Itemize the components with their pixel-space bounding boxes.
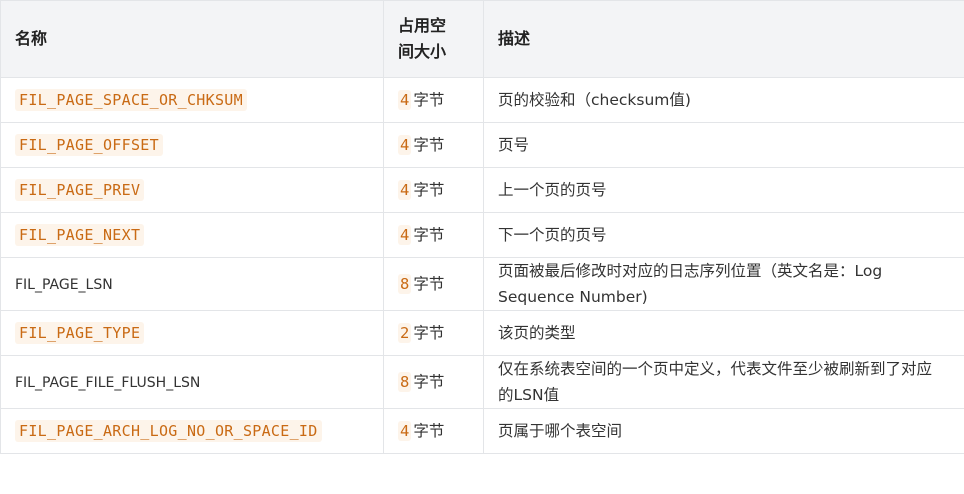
size-value: 4: [398, 180, 412, 200]
description: 仅在系统表空间的一个页中定义，代表文件至少被刷新到了对应的LSN值: [498, 360, 933, 404]
description: 页号: [498, 136, 530, 154]
description: 页属于哪个表空间: [498, 422, 623, 440]
desc-cell: 下一个页的页号: [483, 212, 964, 258]
table-row: FIL_PAGE_ARCH_LOG_NO_OR_SPACE_ID 4 字节 页属于哪个…: [0, 408, 964, 454]
size-cell: 4 字节: [383, 167, 484, 213]
field-name: FIL_PAGE_FILE_FLUSH_LSN: [15, 374, 201, 391]
size-value: 2: [398, 323, 412, 343]
field-name: FIL_PAGE_ARCH_LOG_NO_OR_SPACE_ID: [15, 420, 322, 442]
size-cell: 4 字节: [383, 122, 484, 168]
size-cell: 8 字节: [383, 257, 484, 311]
description: 页的校验和（checksum值): [498, 91, 691, 109]
description: 下一个页的页号: [498, 226, 607, 244]
size-unit: 字节: [413, 373, 445, 391]
size-cell: 4 字节: [383, 408, 484, 454]
size-unit: 字节: [413, 275, 445, 293]
table-row: FIL_PAGE_NEXT 4 字节 下一个页的页号: [0, 212, 964, 258]
size-value: 8: [398, 274, 412, 294]
size-unit: 字节: [413, 226, 445, 244]
field-name: FIL_PAGE_NEXT: [15, 224, 145, 246]
desc-cell: 页面被最后修改时对应的日志序列位置（英文名是：Log Sequence Numb…: [483, 257, 964, 311]
size-unit: 字节: [413, 91, 445, 109]
name-cell: FIL_PAGE_ARCH_LOG_NO_OR_SPACE_ID: [0, 408, 384, 454]
table-row: FIL_PAGE_PREV 4 字节 上一个页的页号: [0, 167, 964, 213]
field-name: FIL_PAGE_LSN: [15, 276, 113, 293]
field-name: FIL_PAGE_PREV: [15, 179, 145, 201]
table-body: FIL_PAGE_SPACE_OR_CHKSUM 4 字节 页的校验和（checksu…: [0, 77, 964, 454]
header-text: 描述: [498, 29, 531, 48]
size-value: 4: [398, 225, 412, 245]
desc-cell: 该页的类型: [483, 310, 964, 356]
field-name: FIL_PAGE_SPACE_OR_CHKSUM: [15, 89, 247, 111]
size-value: 4: [398, 135, 412, 155]
name-cell: FIL_PAGE_OFFSET: [0, 122, 384, 168]
size-cell: 4 字节: [383, 212, 484, 258]
size-unit: 字节: [413, 324, 445, 342]
table-row: FIL_PAGE_LSN 8 字节 页面被最后修改时对应的日志序列位置（英文名是：Lo…: [0, 257, 964, 311]
name-cell: FIL_PAGE_SPACE_OR_CHKSUM: [0, 77, 384, 123]
table-row: FIL_PAGE_SPACE_OR_CHKSUM 4 字节 页的校验和（checksu…: [0, 77, 964, 123]
desc-cell: 仅在系统表空间的一个页中定义，代表文件至少被刷新到了对应的LSN值: [483, 355, 964, 409]
field-name: FIL_PAGE_OFFSET: [15, 134, 163, 156]
name-cell: FIL_PAGE_FILE_FLUSH_LSN: [0, 355, 384, 409]
header-row: 名称 占用空间大小 描述: [0, 0, 964, 78]
size-cell: 2 字节: [383, 310, 484, 356]
description: 上一个页的页号: [498, 181, 607, 199]
size-value: 8: [398, 372, 412, 392]
description: 页面被最后修改时对应的日志序列位置（英文名是：Log Sequence Numb…: [498, 262, 883, 306]
table-row: FIL_PAGE_OFFSET 4 字节 页号: [0, 122, 964, 168]
name-cell: FIL_PAGE_NEXT: [0, 212, 384, 258]
header-text: 名称: [15, 29, 48, 48]
name-cell: FIL_PAGE_LSN: [0, 257, 384, 311]
size-cell: 4 字节: [383, 77, 484, 123]
desc-cell: 页的校验和（checksum值): [483, 77, 964, 123]
header-text: 占用空间大小: [398, 16, 447, 61]
header-cell: 占用空间大小: [383, 0, 484, 78]
header-cell: 描述: [483, 0, 964, 78]
table-row: FIL_PAGE_TYPE 2 字节 该页的类型: [0, 310, 964, 356]
size-unit: 字节: [413, 422, 445, 440]
size-unit: 字节: [413, 136, 445, 154]
size-unit: 字节: [413, 181, 445, 199]
table-row: FIL_PAGE_FILE_FLUSH_LSN 8 字节 仅在系统表空间的一个页中定义…: [0, 355, 964, 409]
size-cell: 8 字节: [383, 355, 484, 409]
desc-cell: 页属于哪个表空间: [483, 408, 964, 454]
desc-cell: 上一个页的页号: [483, 167, 964, 213]
description: 该页的类型: [498, 324, 576, 342]
size-value: 4: [398, 90, 412, 110]
name-cell: FIL_PAGE_PREV: [0, 167, 384, 213]
size-value: 4: [398, 421, 412, 441]
header-cell: 名称: [0, 0, 384, 78]
desc-cell: 页号: [483, 122, 964, 168]
fields-table: 名称 占用空间大小 描述 FIL_PAGE_SPACE_OR_CHKSUM 4 字节…: [0, 0, 964, 454]
field-name: FIL_PAGE_TYPE: [15, 322, 145, 344]
name-cell: FIL_PAGE_TYPE: [0, 310, 384, 356]
